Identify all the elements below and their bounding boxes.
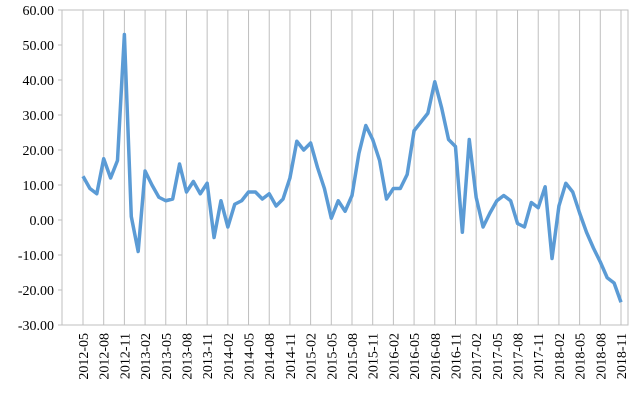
x-tick-label: 2018-05 <box>574 333 589 380</box>
x-tick-label: 2013-08 <box>180 333 195 380</box>
y-tick-label: 20.00 <box>23 144 55 159</box>
y-tick-label: -10.00 <box>18 249 54 264</box>
x-tick-label: 2016-02 <box>387 333 402 380</box>
x-tick-label: 2016-05 <box>408 333 423 380</box>
plot-border <box>61 9 629 326</box>
x-tick-label: 2015-05 <box>325 333 340 380</box>
x-tick-label: 2018-11 <box>615 333 630 379</box>
x-tick-label: 2012-05 <box>77 333 92 380</box>
x-tick-label: 2016-08 <box>429 333 444 380</box>
x-tick-label: 2012-11 <box>118 333 133 379</box>
x-tick-label: 2014-05 <box>243 333 258 380</box>
x-tick-label: 2013-05 <box>160 333 175 380</box>
y-tick-label: 30.00 <box>23 109 55 124</box>
x-tick-label: 2018-02 <box>553 333 568 380</box>
x-tick-label: 2017-08 <box>512 333 527 380</box>
x-tick-label: 2013-11 <box>201 333 216 379</box>
data-line <box>81 32 623 303</box>
y-tick-label: 40.00 <box>23 74 55 89</box>
x-tick-label: 2017-11 <box>532 333 547 379</box>
x-tick-label: 2018-08 <box>594 333 609 380</box>
y-tick-label: 60.00 <box>23 4 55 19</box>
x-tick-label: 2017-02 <box>470 333 485 380</box>
y-tick-label: -20.00 <box>18 284 54 299</box>
x-tick-label: 2012-08 <box>98 333 113 380</box>
x-tick-label: 2016-11 <box>449 333 464 379</box>
x-tick-label: 2015-02 <box>305 333 320 380</box>
y-tick-label: 10.00 <box>23 179 55 194</box>
x-tick-label: 2014-08 <box>263 333 278 380</box>
y-tick-label: -30.00 <box>18 319 54 334</box>
x-tick-label: 2013-02 <box>139 333 154 380</box>
y-tick-label: 50.00 <box>23 39 55 54</box>
x-tick-label: 2017-05 <box>491 333 506 380</box>
x-tick-label: 2015-08 <box>346 333 361 380</box>
x-tick-label: 2015-11 <box>367 333 382 379</box>
y-tick-label: 0.00 <box>30 214 55 229</box>
x-tick-label: 2014-02 <box>222 333 237 380</box>
x-tick-label: 2014-11 <box>284 333 299 379</box>
